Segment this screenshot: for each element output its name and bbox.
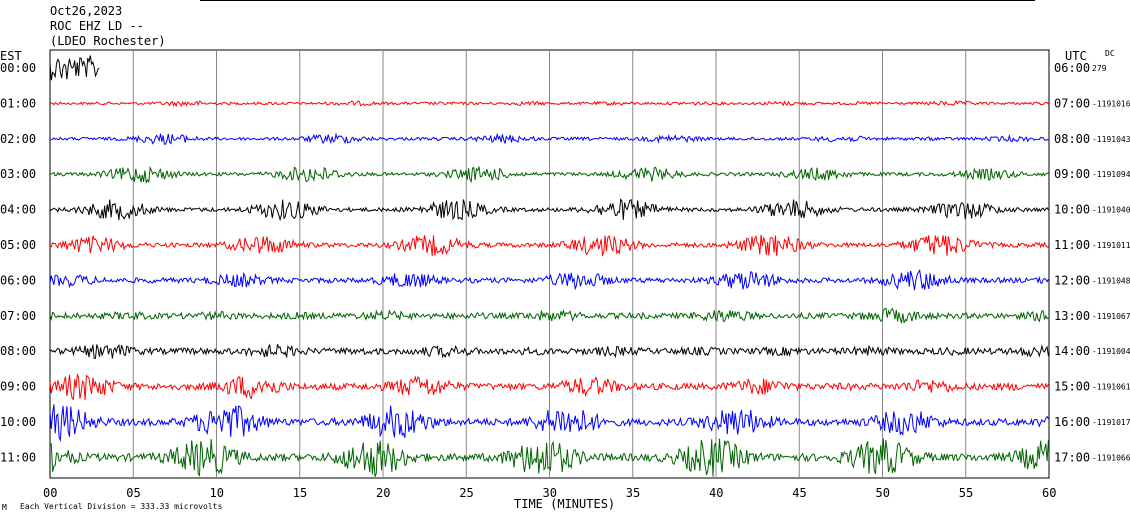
row-label-est: 05:00: [0, 238, 36, 252]
header-network: (LDEO Rochester): [50, 34, 166, 48]
row-label-utc: 09:00: [1054, 167, 1090, 181]
row-label-est: 03:00: [0, 167, 36, 181]
x-axis-ticks: 00 05 10 15 20 25 30 35 40 45 50 55 60: [43, 486, 1056, 500]
row-dc-value: -1191017: [1092, 418, 1130, 427]
x-tick-label: 35: [626, 486, 640, 500]
seismic-trace-row: [49, 132, 1049, 145]
row-label-est: 07:00: [0, 309, 36, 323]
x-tick-label: 45: [792, 486, 806, 500]
row-label-utc: 17:00: [1054, 450, 1090, 464]
seismic-trace-row: [49, 234, 1049, 257]
seismic-trace-row: [49, 198, 1049, 222]
seismic-trace-row: [49, 165, 1049, 185]
row-label-est: 02:00: [0, 132, 36, 146]
x-tick-label: 30: [543, 486, 557, 500]
row-dc-value: -1191016: [1092, 99, 1130, 108]
row-label-est: 08:00: [0, 344, 36, 358]
seismic-trace-row: [49, 55, 100, 81]
row-dc-value: -1191066: [1092, 453, 1130, 462]
row-dc-value: -1191040: [1092, 206, 1130, 215]
row-dc-value: -1191067: [1092, 312, 1130, 321]
row-label-est: 00:00: [0, 61, 36, 75]
x-tick-label: 55: [959, 486, 973, 500]
row-label-utc: 06:00: [1054, 61, 1090, 75]
row-label-utc: 11:00: [1054, 238, 1090, 252]
row-label-utc: 15:00: [1054, 380, 1090, 394]
row-dc-value: -1191048: [1092, 276, 1130, 285]
seismic-trace-row: [49, 100, 1049, 108]
row-label-est: 10:00: [0, 415, 36, 429]
x-tick-label: 00: [43, 486, 57, 500]
right-timezone-label: UTC: [1065, 49, 1087, 63]
x-tick-label: 15: [293, 486, 307, 500]
x-tick-label: 20: [376, 486, 390, 500]
row-dc-value: -1191011: [1092, 241, 1130, 250]
seismic-trace-row: [49, 404, 1049, 442]
x-tick-label: 10: [210, 486, 224, 500]
seismic-trace-row: [49, 343, 1049, 359]
left-timezone-label: EST: [0, 49, 22, 63]
row-label-utc: 14:00: [1054, 344, 1090, 358]
row-dc-value: 279: [1092, 64, 1107, 73]
header-station: ROC EHZ LD --: [50, 19, 144, 33]
row-label-est: 11:00: [0, 450, 36, 464]
footer-mark: M: [2, 503, 7, 512]
dc-label: DC: [1105, 49, 1115, 58]
row-label-utc: 13:00: [1054, 309, 1090, 323]
row-label-utc: 16:00: [1054, 415, 1090, 429]
x-tick-label: 25: [459, 486, 473, 500]
scale-text: Each Vertical Division = 333.33 microvol…: [20, 502, 222, 511]
row-label-est: 04:00: [0, 203, 36, 217]
row-label-utc: 08:00: [1054, 132, 1090, 146]
header-date: Oct26,2023: [50, 4, 122, 18]
seismic-trace-row: [49, 438, 1049, 477]
row-dc-value: -1191094: [1092, 170, 1130, 179]
minute-gridlines: [132, 50, 967, 478]
x-tick-label: 50: [876, 486, 890, 500]
x-axis-label: TIME (MINUTES): [514, 497, 615, 511]
seismic-trace-row: [49, 307, 1049, 324]
row-label-est: 09:00: [0, 380, 36, 394]
row-label-utc: 12:00: [1054, 273, 1090, 287]
seismic-trace-row: [49, 269, 1049, 291]
row-label-utc: 10:00: [1054, 203, 1090, 217]
row-dc-value: -1191061: [1092, 383, 1130, 392]
row-label-est: 06:00: [0, 273, 36, 287]
row-label-est: 01:00: [0, 96, 36, 110]
x-tick-label: 05: [126, 486, 140, 500]
seismic-traces: [49, 55, 1049, 477]
x-tick-label: 40: [709, 486, 723, 500]
row-dc-value: -1191004: [1092, 347, 1130, 356]
seismic-trace-row: [49, 372, 1049, 401]
x-tick-label: 60: [1042, 486, 1056, 500]
row-dc-value: -1191043: [1092, 135, 1130, 144]
row-label-utc: 07:00: [1054, 96, 1090, 110]
